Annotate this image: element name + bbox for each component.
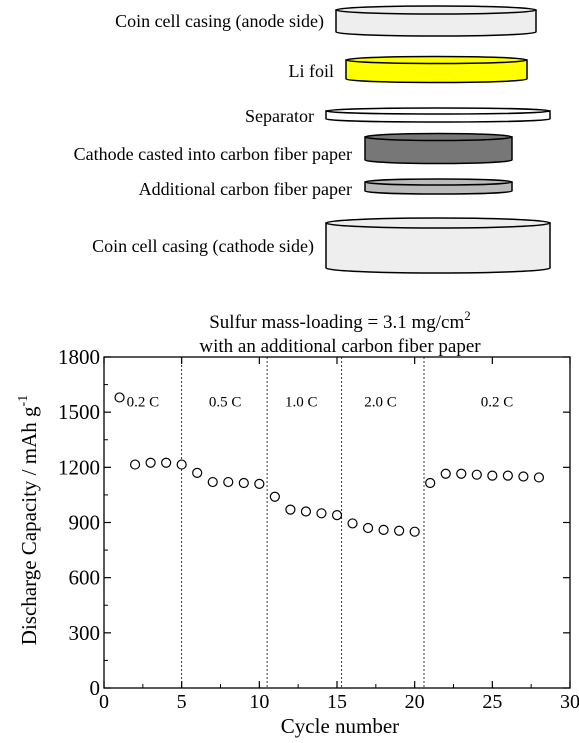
x-tick-label: 20 (405, 691, 425, 713)
li-foil-label: Li foil (289, 61, 335, 81)
coin-cell-diagram: Coin cell casing (anode side) Li foil Se… (74, 5, 551, 274)
chart-title-text: Sulfur mass-loading = 3.1 mg/cm (209, 312, 464, 333)
data-point (161, 457, 172, 468)
data-point (487, 470, 498, 481)
data-point (269, 491, 280, 502)
data-points (114, 392, 545, 537)
y-axis-label-sup: -1 (16, 395, 31, 407)
y-tick-label: 1500 (58, 400, 100, 424)
chart-title-sup: 2 (464, 308, 471, 323)
data-point (331, 510, 343, 521)
y-axis-label-text: Discharge Capacity / mAh g (17, 406, 41, 645)
rate-label: 0.2 C (127, 395, 160, 411)
li-foil-shape (345, 59, 528, 84)
rate-label: 1.0 C (285, 395, 318, 411)
data-point (254, 478, 265, 489)
x-axis-label: Cycle number (281, 714, 399, 738)
data-point (425, 477, 436, 489)
anode-casing-shape (335, 9, 537, 37)
y-tick-label: 1200 (58, 455, 100, 479)
cathode-casing-label: Coin cell casing (cathode side) (92, 236, 314, 257)
rate-label: 2.0 C (364, 395, 397, 411)
layer-anode-casing: Coin cell casing (anode side) (115, 5, 537, 37)
data-point (378, 524, 389, 535)
cathode-casing-shape (325, 222, 551, 274)
chart-title-line2: with an additional carbon fiber paper (199, 336, 481, 357)
rate-boundaries (181, 357, 425, 688)
data-point (533, 472, 545, 483)
y-tick-label: 900 (69, 511, 101, 535)
y-tick-label: 1800 (58, 345, 100, 369)
x-tick-label: 10 (249, 691, 269, 713)
x-tick-label: 5 (177, 691, 187, 713)
data-point (347, 518, 358, 529)
chart-title-line1: Sulfur mass-loading = 3.1 mg/cm2 (209, 308, 471, 333)
data-point (471, 469, 482, 480)
data-point (409, 526, 420, 537)
data-point (456, 468, 467, 479)
y-axis-label: Discharge Capacity / mAh g-1 (16, 395, 41, 645)
data-point (518, 471, 529, 482)
rate-labels: 0.2 C 0.5 C 1.0 C 2.0 C 0.2 C (127, 395, 514, 411)
x-tick-label: 15 (327, 691, 347, 713)
data-point (176, 459, 187, 470)
data-point (145, 457, 156, 468)
cathode-shape (364, 136, 513, 165)
data-point (207, 476, 218, 488)
data-point (114, 392, 125, 403)
data-point (502, 470, 513, 481)
data-point (238, 477, 249, 489)
layer-li-foil: Li foil (289, 55, 528, 84)
additional-cfp-label: Additional carbon fiber paper (139, 179, 352, 199)
y-tick-label: 300 (69, 621, 101, 645)
layer-cathode: Cathode casted into carbon fiber paper (74, 132, 513, 165)
data-point (362, 522, 374, 534)
data-point (394, 525, 405, 536)
data-point (223, 476, 234, 488)
data-point (300, 506, 312, 517)
data-point (440, 468, 451, 479)
layer-cathode-casing: Coin cell casing (cathode side) (92, 217, 551, 274)
y-tick-label: 0 (90, 676, 101, 700)
cathode-label: Cathode casted into carbon fiber paper (74, 144, 352, 164)
data-point (129, 459, 141, 470)
layer-additional-cfp: Additional carbon fiber paper (139, 178, 513, 199)
data-point (192, 467, 203, 478)
rate-label: 0.2 C (481, 395, 514, 411)
separator-label: Separator (245, 106, 314, 126)
x-tick-label: 0 (99, 691, 109, 713)
capacity-chart: Sulfur mass-loading = 3.1 mg/cm2 with an… (16, 308, 579, 738)
rate-label: 0.5 C (209, 395, 242, 411)
data-point (285, 504, 296, 515)
data-point (316, 508, 327, 519)
anode-casing-label: Coin cell casing (anode side) (115, 11, 324, 32)
y-tick-label: 600 (69, 566, 101, 590)
x-tick-label: 25 (482, 691, 502, 713)
layer-separator: Separator (245, 106, 551, 126)
x-tick-label: 30 (560, 691, 579, 713)
